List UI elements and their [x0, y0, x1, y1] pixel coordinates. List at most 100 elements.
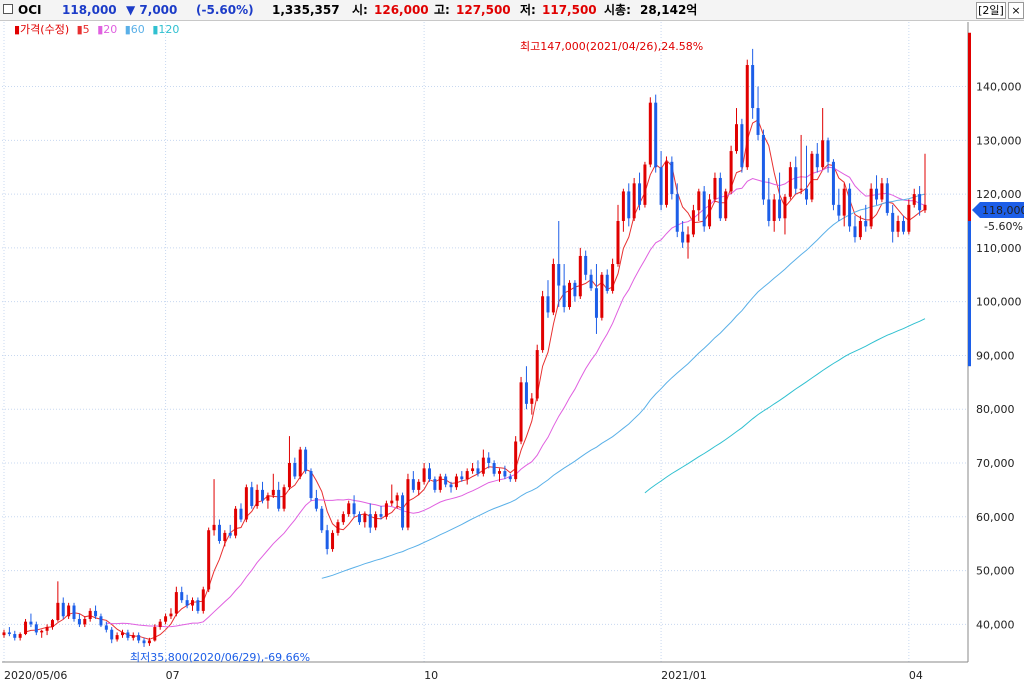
candle-body: [454, 476, 458, 488]
x-tick-label: 2021/01: [661, 669, 707, 682]
ma120-line: [644, 318, 926, 494]
candle-body: [72, 605, 76, 619]
price-change-pct: (-5.60%): [196, 3, 254, 17]
period-button[interactable]: [2일]: [976, 2, 1006, 19]
candle-body: [115, 635, 119, 640]
high-label: 고:: [434, 3, 450, 17]
candle-body: [422, 468, 426, 482]
candle-body: [810, 153, 814, 200]
x-tick-label: 07: [166, 669, 180, 682]
candle-body: [826, 140, 830, 162]
candle-body: [433, 479, 437, 490]
candle-body: [158, 621, 162, 628]
candle-body: [61, 602, 65, 617]
candle-body: [503, 471, 507, 477]
candle-body: [250, 487, 254, 507]
current-price-tag: [972, 202, 1024, 218]
candle-body: [708, 199, 712, 227]
candle-body: [7, 632, 11, 635]
candle-body: [535, 350, 539, 399]
candle-body: [492, 463, 496, 474]
x-tick-label: 2020/05/06: [4, 669, 67, 682]
price-change: ▼ 7,000: [126, 3, 178, 17]
candle-body: [164, 616, 168, 622]
legend-ma20[interactable]: ▮20: [97, 23, 118, 36]
candle-body: [207, 530, 211, 590]
candle-body: [702, 191, 706, 227]
candle-body: [24, 621, 28, 635]
candle-body: [45, 627, 49, 631]
candle-body: [853, 226, 857, 238]
candle-body: [368, 514, 372, 528]
candle-body: [18, 634, 22, 638]
y-tick-label: 100,000: [976, 296, 1022, 309]
candle-body: [654, 102, 658, 168]
candle-body: [799, 188, 803, 190]
x-tick-label: 10: [424, 669, 438, 682]
candle-body: [691, 210, 695, 235]
candle-body: [831, 161, 835, 205]
candle-body: [918, 194, 922, 211]
candle-body: [487, 457, 491, 464]
y-tick-label: 130,000: [976, 134, 1022, 147]
candle-body: [126, 632, 130, 638]
candle-body: [616, 220, 620, 265]
y-tick-label: 140,000: [976, 81, 1022, 94]
legend-ma5[interactable]: ▮5: [76, 23, 90, 36]
chart-legend: ▮가격(수정) ▮5 ▮20 ▮60 ▮120: [14, 22, 183, 38]
candle-body: [83, 618, 87, 625]
candle-body: [778, 199, 782, 219]
candle-body: [514, 441, 518, 480]
candle-body: [234, 508, 238, 536]
candle-body: [444, 476, 448, 485]
candle-body: [212, 524, 216, 531]
candle-body: [815, 153, 819, 168]
candle-body: [772, 199, 776, 221]
candle-body: [287, 463, 291, 488]
candle-body: [675, 194, 679, 232]
candle-body: [664, 161, 668, 205]
candle-body: [271, 489, 275, 496]
candle-body: [761, 134, 765, 200]
candle-body: [293, 463, 297, 477]
high-annotation: 최고147,000(2021/04/26),24.58%: [520, 40, 703, 53]
candle-body: [460, 476, 464, 480]
candle-body: [729, 151, 733, 192]
legend-price[interactable]: ▮가격(수정): [14, 23, 70, 36]
legend-ma120[interactable]: ▮120: [152, 23, 180, 36]
candle-body: [438, 476, 442, 490]
candle-body: [255, 489, 259, 507]
candle-body: [239, 508, 243, 520]
candle-body: [681, 231, 685, 243]
candle-body: [869, 188, 873, 227]
candle-body: [406, 479, 410, 528]
select-checkbox[interactable]: [3, 4, 13, 14]
candle-body: [142, 640, 146, 644]
legend-ma60[interactable]: ▮60: [124, 23, 145, 36]
ma60-line: [321, 193, 926, 579]
candle-body: [837, 204, 841, 216]
candle-body: [384, 503, 388, 517]
candle-body: [104, 625, 108, 630]
candle-body: [298, 449, 302, 477]
candle-body: [244, 487, 248, 520]
candle-body: [77, 618, 81, 625]
candle-body: [325, 530, 329, 550]
candle-body: [476, 468, 480, 474]
y-tick-label: 80,000: [976, 403, 1015, 416]
y-axis: 140,000 130,000 120,000 110,000 100,000 90,00…: [967, 22, 1022, 662]
candle-body: [605, 274, 609, 291]
candle-body: [907, 204, 911, 232]
candle-body: [465, 471, 469, 480]
candle-body: [169, 613, 173, 617]
current-price-marker: 118,000 -5.60%: [972, 202, 1024, 233]
candle-body: [551, 264, 555, 313]
candle-body: [34, 624, 38, 633]
candle-body: [120, 632, 124, 636]
candle-body: [864, 220, 868, 227]
candle-body: [885, 183, 889, 213]
y-tick-label: 60,000: [976, 511, 1015, 524]
candle-body: [352, 503, 356, 515]
candle-body: [875, 188, 879, 200]
